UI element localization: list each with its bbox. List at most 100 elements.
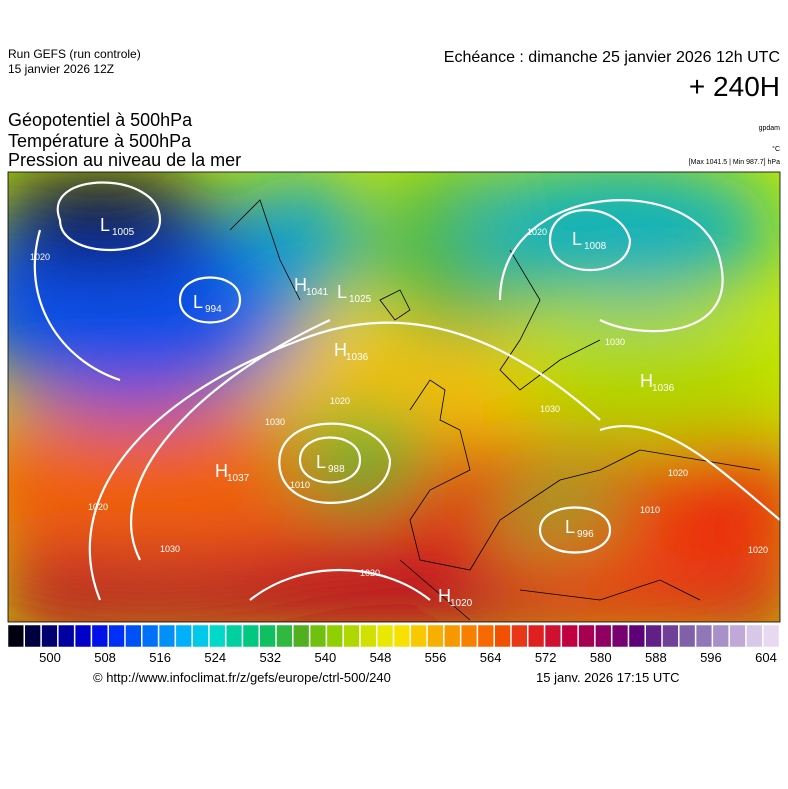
colorbar-label: 532 [259,650,281,665]
colorbar-swatch [695,624,713,648]
center-kind: H [438,586,451,606]
center-pressure: 1005 [112,227,135,238]
colorbar-swatch [293,624,310,648]
colorbar-swatch [91,624,108,648]
isobar-label: 1030 [605,337,625,347]
colorbar-swatch [309,624,327,648]
colorbar-swatch [24,624,41,648]
colorbar-swatch [494,624,511,648]
colorbar-swatch [645,624,662,648]
center-pressure: 1037 [227,473,250,484]
colorbar-swatch [58,624,75,648]
run-label: Run GEFS (run controle) [8,47,141,61]
colorbar-swatch [376,624,394,648]
colorbar-swatch [679,624,696,648]
colorbar-label: 596 [700,650,722,665]
title: Pression au niveau de la mer [8,150,241,170]
colorbar-swatch [444,624,461,648]
colorbar-swatch [108,624,125,648]
center-kind: H [294,275,307,295]
colorbar-label: 564 [480,650,502,665]
colorbar-swatch [192,624,209,648]
colorbar-label: 548 [370,650,392,665]
isobar-label: 1020 [360,568,380,578]
center-kind: H [215,461,228,481]
colorbar-label: 556 [425,650,447,665]
colorbar-swatch [343,624,360,648]
colorbar-swatch [158,624,176,648]
colorbar-label: 588 [645,650,667,665]
colorbar-label: 516 [149,650,171,665]
colorbar-swatch [611,624,629,648]
colorbar-swatch [142,624,159,648]
colorbar-swatch [746,624,763,648]
colorbar-label: 524 [204,650,226,665]
colorbar-label: 604 [755,650,777,665]
unit-geo: gpdam [759,125,781,132]
colorbar-swatch [729,624,746,648]
center-pressure: 1041 [306,287,329,298]
colorbar-label: 540 [315,650,337,665]
valid-time: Echéance : dimanche 25 janvier 2026 12h … [444,49,780,66]
colorbar: 500 508 516 524 532 540 548 556 564 572 580 588 596 6… [7,624,780,665]
colorbar-swatch [175,624,192,648]
colorbar-swatch [326,624,343,648]
colorbar-swatch [561,624,578,648]
colorbar-swatch [125,624,142,648]
isobar-label: 1010 [640,505,660,515]
title: Température à 500hPa [8,131,192,151]
isobar-label: 1020 [668,468,688,478]
extremes: [Max 1041.5 | Min 987.7] hPa [689,159,780,166]
center-kind: L [572,229,582,249]
colorbar-swatch [460,624,478,648]
lead-time: + 240H [689,71,780,102]
colorbar-swatch [662,624,679,648]
colorbar-swatch [276,624,293,648]
colorbar-swatch [360,624,377,648]
colorbar-swatch [225,624,243,648]
center-pressure: 1036 [652,383,675,394]
map-frame [7,171,781,623]
center-kind: L [337,282,347,302]
colorbar-swatch [544,624,562,648]
colorbar-label: 572 [535,650,557,665]
center-kind: H [640,371,653,391]
colorbar-swatch [427,624,444,648]
center-pressure: 988 [328,464,345,475]
colorbar-swatch [528,624,545,648]
colorbar-swatch [7,624,25,648]
isobar-label: 1020 [30,252,50,262]
center-pressure: 1036 [346,352,369,363]
isobar-label: 1020 [330,396,350,406]
center-kind: L [565,517,575,537]
source-url: © http://www.infoclimat.fr/z/gefs/europe… [93,670,391,685]
isobar-label: 1010 [290,480,310,490]
colorbar-swatch [712,624,729,648]
colorbar-swatch [259,624,276,648]
center-kind: L [193,292,203,312]
center-kind: L [100,215,110,235]
colorbar-label: 500 [39,650,61,665]
center-pressure: 996 [577,529,594,540]
isobar-labels: 1020 1020 1030 1020 1010 1030 1020 1030 1030 1020… [30,227,768,578]
isobar-label: 1030 [265,417,285,427]
colorbar-swatch [762,624,780,648]
center-pressure: 1008 [584,241,607,252]
isobar-label: 1020 [527,227,547,237]
center-kind: L [316,452,326,472]
colorbar-swatch [595,624,612,648]
center-pressure: 1020 [450,598,473,609]
center-pressure: 994 [205,304,222,315]
isobar-label: 1020 [88,502,108,512]
colorbar-swatch [410,624,427,648]
center-kind: H [334,340,347,360]
title: Géopotentiel à 500hPa [8,110,193,130]
colorbar-swatch [477,624,494,648]
center-pressure: 1025 [349,294,372,305]
isobar-label: 1030 [160,544,180,554]
coastline [229,199,761,621]
colorbar-swatch [578,624,595,648]
